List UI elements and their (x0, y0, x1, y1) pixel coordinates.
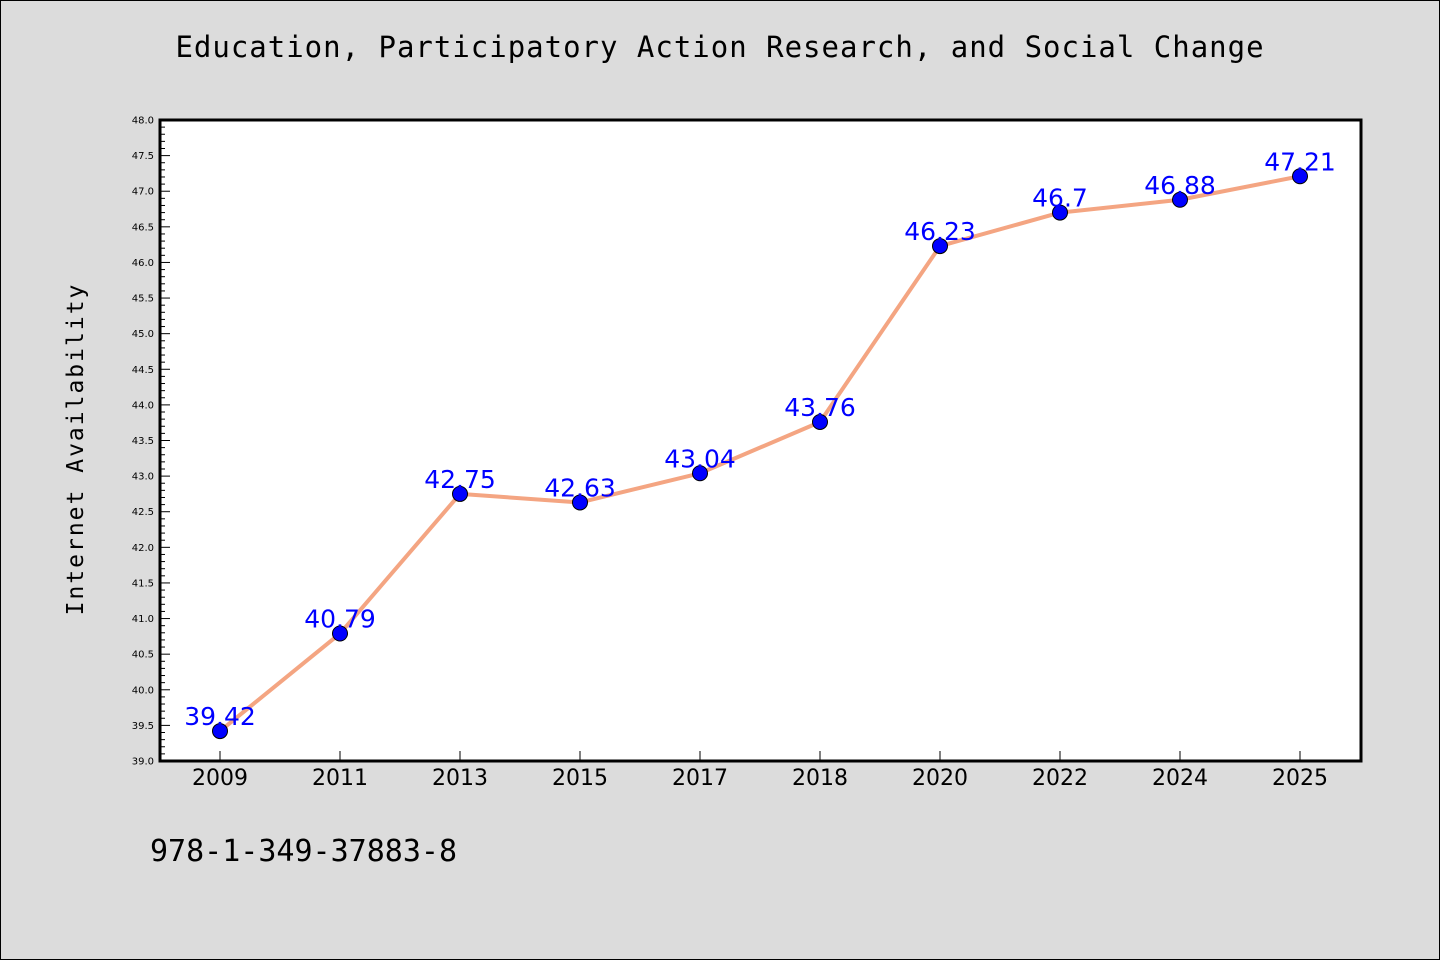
data-label: 39.42 (184, 702, 256, 731)
data-point (332, 625, 348, 642)
data-point (1292, 168, 1308, 185)
data-label: 40.79 (304, 605, 376, 634)
data-label: 47.21 (1264, 147, 1336, 176)
data-point (932, 238, 948, 255)
x-tick-label: 2025 (1272, 766, 1328, 791)
chart-title: Education, Participatory Action Research… (175, 30, 1265, 64)
x-tick-label: 2017 (672, 766, 728, 791)
plot-area (158, 118, 1363, 763)
data-label: 46.88 (1144, 171, 1216, 200)
y-tick-label: 42.0 (132, 543, 154, 554)
series-line (218, 174, 1302, 734)
y-tick-label: 40.5 (132, 650, 154, 661)
y-tick-label: 43.0 (132, 472, 154, 483)
y-tick-label: 44.5 (132, 365, 154, 376)
data-point (572, 494, 588, 511)
y-axis-ticks: 39.0 39.5 40.0 40.5 41.0 41.5 42.0 42.5 43.0 43.5… (132, 116, 170, 768)
data-labels: 39.42 40.79 42.75 42.63 43.04 43.76 46.23 46.7 4… (184, 147, 1336, 731)
data-label: 42.75 (424, 465, 496, 494)
y-tick-label: 47.5 (132, 151, 154, 162)
x-axis-ticks: 2009 2011 2013 2015 2017 2018 2020 2022 2024 2025 (192, 751, 1328, 791)
y-tick-label: 46.5 (132, 222, 154, 233)
data-label: 43.76 (784, 393, 856, 422)
y-tick-label: 41.5 (132, 578, 154, 589)
y-tick-label: 47.0 (132, 187, 154, 198)
data-label: 42.63 (544, 473, 616, 502)
y-tick-label: 45.0 (132, 329, 154, 340)
y-tick-label: 44.0 (132, 400, 154, 411)
y-tick-label: 43.5 (132, 436, 154, 447)
data-label: 46.7 (1032, 184, 1088, 213)
x-tick-label: 2013 (432, 766, 488, 791)
data-markers (212, 168, 1308, 740)
x-tick-label: 2018 (792, 766, 848, 791)
y-tick-label: 40.0 (132, 685, 154, 696)
y-tick-label: 41.0 (132, 614, 154, 625)
data-point (812, 413, 828, 430)
isbn-text: 978-1-349-37883-8 (150, 834, 458, 869)
x-tick-label: 2011 (312, 766, 368, 791)
y-tick-label: 42.5 (132, 507, 154, 518)
x-tick-label: 2022 (1032, 766, 1088, 791)
data-point (1172, 191, 1188, 208)
y-tick-label: 45.5 (132, 294, 154, 305)
x-tick-label: 2015 (552, 766, 608, 791)
y-tick-label: 48.0 (132, 116, 154, 127)
x-tick-label: 2024 (1152, 766, 1208, 791)
y-tick-label: 39.5 (132, 721, 154, 732)
data-point (692, 465, 708, 482)
y-tick-label: 39.0 (132, 757, 154, 768)
data-point (1052, 204, 1068, 221)
data-point (452, 485, 468, 502)
data-point (212, 723, 228, 740)
x-tick-label: 2020 (912, 766, 968, 791)
x-tick-label: 2009 (192, 766, 248, 791)
data-label: 46.23 (904, 217, 976, 246)
y-tick-label: 46.0 (132, 258, 154, 269)
data-label: 43.04 (664, 444, 736, 473)
